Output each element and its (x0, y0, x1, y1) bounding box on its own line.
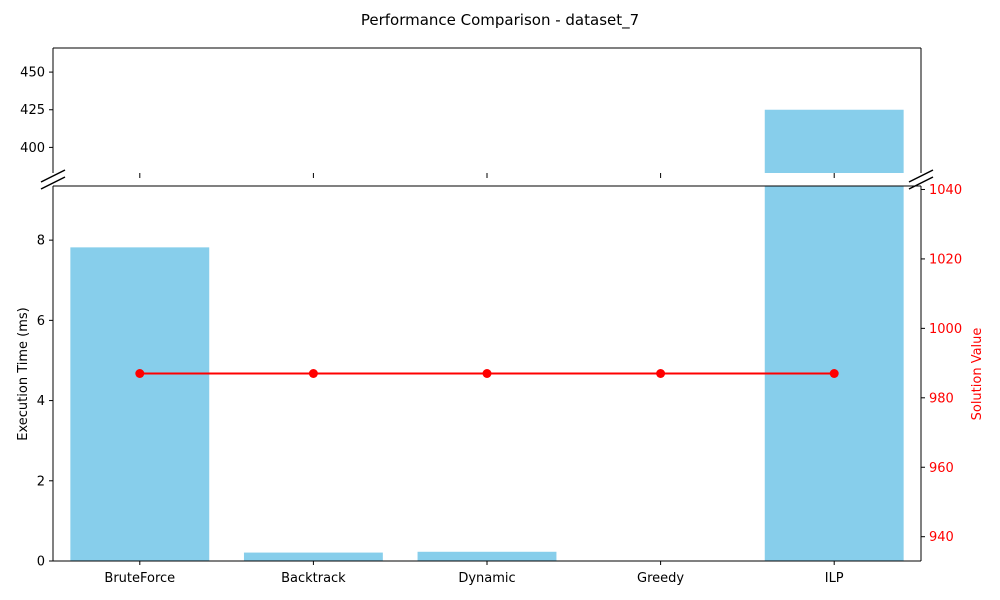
break-mark-upper-right (908, 169, 934, 183)
y2-axis-label: Solution Value (970, 328, 985, 421)
x-tick-label-backtrack: Backtrack (281, 571, 346, 586)
lower-y-tick-label: 2 (37, 474, 45, 489)
upper-y-tick-label: 425 (20, 103, 45, 118)
x-tick-label-bruteforce: BruteForce (104, 571, 175, 586)
lower-y-tick-label: 6 (37, 314, 45, 329)
solution-point-ilp (829, 369, 839, 378)
y2-tick-label: 940 (929, 530, 954, 545)
lower-y-tick-label: 4 (37, 394, 45, 409)
y2-tick-label: 980 (929, 391, 954, 406)
bar-backtrack (243, 552, 383, 561)
axis-break-marks (40, 169, 934, 190)
break-mark-upper-left (40, 169, 66, 183)
bar-upper-ilp (764, 109, 904, 173)
lower-panel: 0 2 4 6 8 940 960 980 1000 1020 1040 BruteForce Back… (37, 183, 962, 586)
y2-tick-label: 1000 (929, 322, 962, 337)
break-mark-lower-left (40, 176, 66, 190)
y2-tick-label: 1040 (929, 183, 962, 198)
y2-tick-label: 960 (929, 461, 954, 476)
upper-y-tick-label: 400 (20, 141, 45, 156)
y2-tick-label: 1020 (929, 252, 962, 267)
bar-dynamic (417, 551, 557, 561)
solution-point-bruteforce (135, 369, 145, 378)
lower-y-tick-label: 0 (37, 555, 45, 570)
solution-point-backtrack (308, 369, 318, 378)
x-tick-label-dynamic: Dynamic (458, 571, 515, 586)
bar-bruteforce (70, 247, 210, 561)
upper-y-tick-label: 450 (20, 66, 45, 81)
lower-y-tick-label: 8 (37, 234, 45, 249)
x-tick-label-ilp: ILP (825, 571, 844, 586)
chart-title: Performance Comparison - dataset_7 (361, 11, 639, 30)
y-axis-label: Execution Time (ms) (16, 307, 31, 440)
upper-panel: 400 425 450 (20, 47, 922, 178)
solution-line-layer (135, 369, 839, 378)
x-tick-label-greedy: Greedy (637, 571, 684, 586)
solution-point-greedy (656, 369, 666, 378)
solution-point-dynamic (482, 369, 492, 378)
break-mark-lower-right (908, 176, 934, 190)
